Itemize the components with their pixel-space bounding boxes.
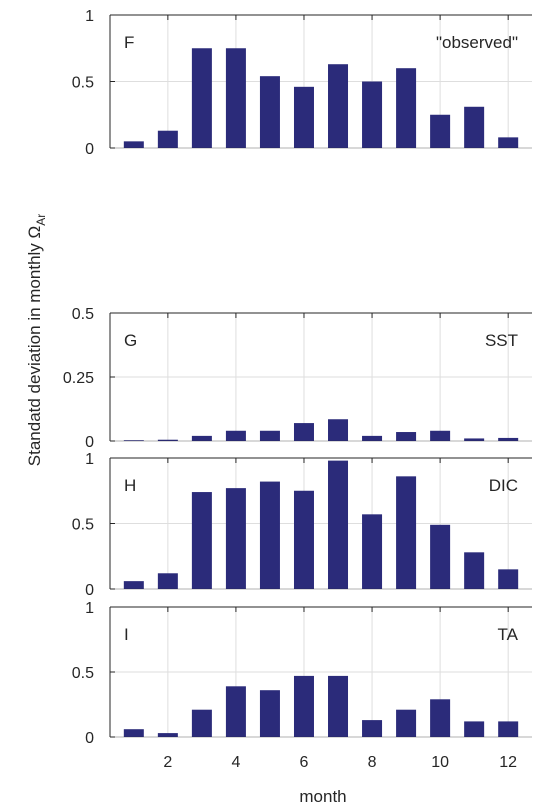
panel-g-bar-6 xyxy=(293,423,314,441)
panel-h-letter: H xyxy=(124,476,136,495)
panel-h-bar-10 xyxy=(430,524,451,589)
panel-f-bar-3 xyxy=(191,48,212,148)
panel-f-bar-10 xyxy=(430,114,451,148)
panel-i-bar-4 xyxy=(225,686,246,737)
panel-i-ytick-label: 0.5 xyxy=(72,665,94,682)
panel-f-letter: F xyxy=(124,33,134,52)
panel-f-bar-6 xyxy=(293,86,314,148)
panel-i-xtick-label: 4 xyxy=(231,754,240,771)
panel-f-bar-5 xyxy=(259,76,280,148)
panel-g-bar-12 xyxy=(498,437,519,441)
panel-i-bar-9 xyxy=(396,709,417,737)
panel-f-bar-8 xyxy=(362,81,383,148)
panel-g-bar-1 xyxy=(123,440,144,441)
panel-f-bar-4 xyxy=(225,48,246,148)
panel-h-bar-12 xyxy=(498,569,519,589)
panel-h-bar-11 xyxy=(464,552,485,589)
panel-g-annotation: SST xyxy=(485,331,518,350)
panel-i-xtick-label: 10 xyxy=(431,754,449,771)
panel-i-xtick-label: 6 xyxy=(300,754,309,771)
panel-g: 0 0.25 0.5 G SST xyxy=(63,306,532,451)
panel-g-ytick-label: 0 xyxy=(85,434,94,451)
panel-i-bar-6 xyxy=(293,675,314,737)
panel-f-bar-1 xyxy=(123,141,144,148)
panel-h-bar-2 xyxy=(157,573,178,589)
panel-g-ytick-label: 0.5 xyxy=(72,306,94,323)
panel-i-ytick-label: 1 xyxy=(85,600,94,617)
panel-f-bar-11 xyxy=(464,106,485,148)
panel-f-ytick-label: 0.5 xyxy=(72,75,94,92)
panel-g-bar-8 xyxy=(362,435,383,441)
y-axis-label-subscript: Ar xyxy=(34,214,48,226)
panel-h-bar-4 xyxy=(225,488,246,589)
panel-i-annotation: TA xyxy=(498,625,519,644)
panel-f-bar-2 xyxy=(157,130,178,148)
panels: 0 0.5 1 F "observed" 0 0.25 0.5 G SST 0 0.5 1 H DIC 0 0.… xyxy=(63,8,532,771)
panel-f-ytick-label: 1 xyxy=(85,8,94,25)
panel-h-ytick-label: 0 xyxy=(85,582,94,599)
panel-i-bar-5 xyxy=(259,690,280,737)
panel-i-bar-11 xyxy=(464,721,485,737)
panel-h: 0 0.5 1 H DIC xyxy=(72,451,532,599)
panel-h-bar-1 xyxy=(123,581,144,589)
panel-g-bar-5 xyxy=(259,430,280,441)
panel-i-ytick-label: 0 xyxy=(85,730,94,747)
panel-h-bar-9 xyxy=(396,476,417,589)
panel-i-bar-2 xyxy=(157,733,178,737)
panel-h-ytick-label: 0.5 xyxy=(72,517,94,534)
panel-i-bar-8 xyxy=(362,720,383,737)
svg-text:Standatd deviation in monthly: Standatd deviation in monthly ΩAr xyxy=(25,214,48,466)
panel-i-bar-1 xyxy=(123,729,144,737)
panel-h-ytick-label: 1 xyxy=(85,451,94,468)
panel-f-bar-9 xyxy=(396,68,417,148)
panel-g-ytick-label: 0.25 xyxy=(63,370,94,387)
panel-h-bar-7 xyxy=(328,460,349,589)
panel-g-bar-9 xyxy=(396,432,417,441)
panel-g-bar-10 xyxy=(430,430,451,441)
panel-i-xtick-label: 2 xyxy=(163,754,172,771)
panel-g-bar-3 xyxy=(191,435,212,441)
panel-i-xtick-label: 8 xyxy=(368,754,377,771)
y-axis-label-text: Standatd deviation in monthly Ω xyxy=(25,226,44,466)
panel-h-bar-3 xyxy=(191,492,212,589)
panel-h-annotation: DIC xyxy=(489,476,518,495)
x-axis-label: month xyxy=(299,787,346,806)
panel-g-bar-11 xyxy=(464,438,485,441)
y-axis-label: Standatd deviation in monthly ΩAr xyxy=(25,214,48,466)
panel-i: 00.512 4 6 8 10 12I TA xyxy=(72,600,532,771)
panel-i-bar-7 xyxy=(328,675,349,737)
panel-i-bar-10 xyxy=(430,699,451,737)
panel-g-bar-2 xyxy=(157,439,178,441)
panel-f-ytick-label: 0 xyxy=(85,141,94,158)
panel-g-bar-4 xyxy=(225,430,246,441)
panel-i-bar-12 xyxy=(498,721,519,737)
panel-h-bar-8 xyxy=(362,514,383,589)
panel-f: 0 0.5 1 F "observed" xyxy=(72,8,532,158)
panel-h-bar-5 xyxy=(259,481,280,589)
panel-i-xtick-label: 12 xyxy=(499,754,517,771)
panel-i-letter: I xyxy=(124,625,129,644)
panel-f-annotation: "observed" xyxy=(436,33,518,52)
panel-i-bar-3 xyxy=(191,709,212,737)
panel-g-letter: G xyxy=(124,331,137,350)
panel-f-bar-12 xyxy=(498,137,519,148)
panel-f-bar-7 xyxy=(328,64,349,148)
panel-h-bar-6 xyxy=(293,490,314,589)
panel-g-bar-7 xyxy=(328,419,349,441)
